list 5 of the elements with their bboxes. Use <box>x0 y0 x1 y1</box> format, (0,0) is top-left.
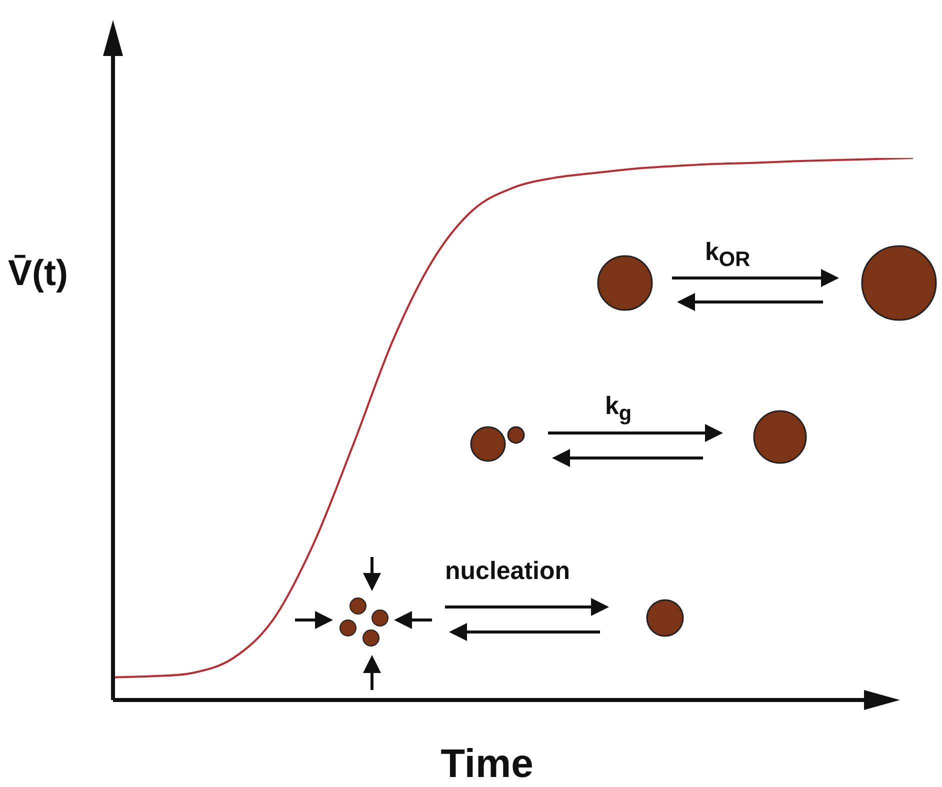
y-axis-title: V̄(t) <box>8 252 68 294</box>
annotation: k$_{OR}$ <box>705 238 750 272</box>
x-axis-title: Time <box>440 742 534 787</box>
annotation: k$_{g}$ <box>605 392 632 426</box>
annotation: nucleation <box>445 557 570 586</box>
